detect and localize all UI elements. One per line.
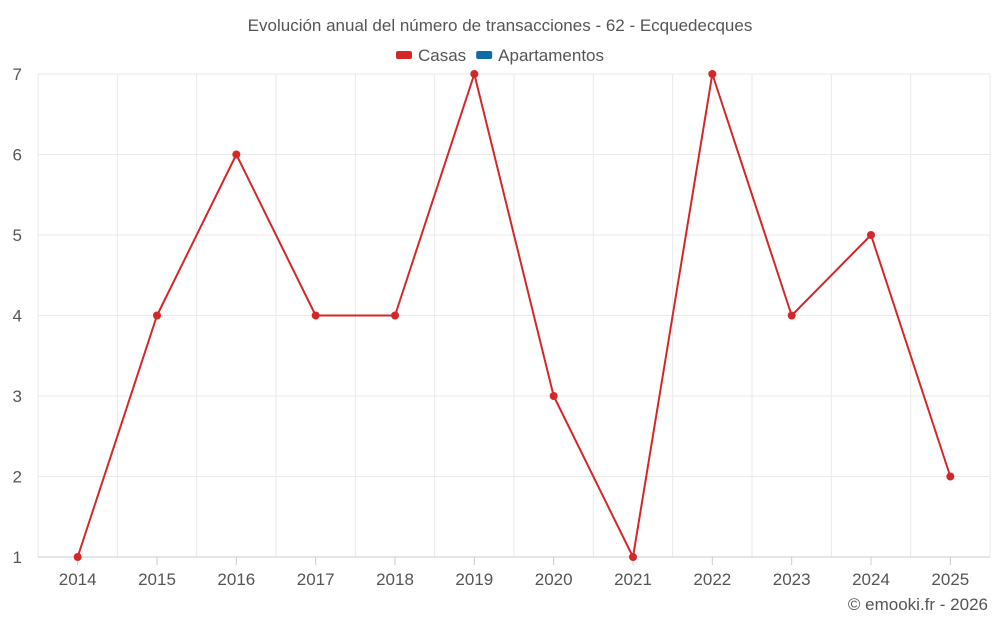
grid (37, 73, 991, 557)
data-point[interactable] (153, 311, 161, 320)
y-tick-label: 4 (13, 307, 22, 326)
data-point[interactable] (470, 70, 479, 78)
data-point[interactable] (708, 70, 717, 78)
y-tick-label: 5 (13, 226, 22, 245)
data-point[interactable] (787, 311, 796, 320)
data-point[interactable] (549, 392, 558, 400)
legend-label[interactable]: Apartamentos (498, 46, 604, 65)
legend-swatch[interactable] (395, 51, 412, 59)
x-tick-label: 2022 (693, 570, 731, 589)
y-tick-label: 6 (13, 146, 22, 165)
data-point[interactable] (946, 472, 955, 481)
x-tick-label: 2025 (931, 570, 969, 589)
series-line-casas (76, 73, 952, 558)
credit-text: © emooki.fr - 2026 (848, 595, 988, 614)
x-tick-label: 2023 (773, 570, 811, 589)
x-tick-label: 2021 (614, 570, 652, 589)
y-tick-label: 2 (13, 468, 22, 487)
x-tick-label: 2015 (138, 570, 176, 589)
series-layer (73, 70, 955, 561)
axes: 1 2 3 4 5 6 7 2014 2015 2016 2017 2018 2019 2020 2021 2… (13, 65, 990, 589)
chart-title: Evolución anual del número de transaccio… (248, 16, 753, 35)
data-point[interactable] (391, 311, 399, 320)
data-point[interactable] (311, 311, 320, 320)
data-point[interactable] (867, 231, 875, 239)
x-tick-label: 2017 (297, 570, 335, 589)
x-tick-label: 2020 (535, 570, 573, 589)
x-tick-label: 2016 (217, 570, 255, 589)
x-tick-label: 2024 (852, 570, 890, 589)
legend: Casas Apartamentos (395, 46, 604, 65)
legend-swatch[interactable] (476, 51, 493, 59)
x-tick-label: 2019 (455, 570, 493, 589)
legend-label[interactable]: Casas (418, 46, 466, 65)
data-point[interactable] (73, 553, 82, 561)
data-point[interactable] (232, 150, 241, 159)
x-tick-label: 2014 (59, 570, 97, 589)
x-tick-label: 2018 (376, 570, 414, 589)
y-tick-label: 3 (13, 387, 22, 406)
y-tick-label: 1 (13, 548, 22, 567)
y-tick-label: 7 (13, 65, 22, 84)
data-point[interactable] (629, 553, 637, 561)
